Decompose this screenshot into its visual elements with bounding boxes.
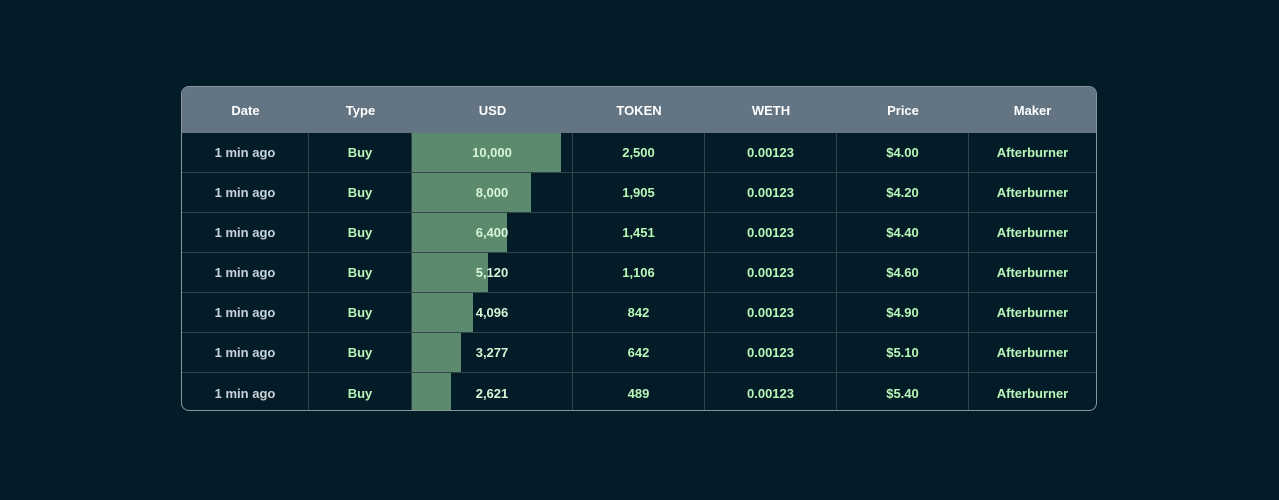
usd-cell: 3,277 bbox=[412, 333, 573, 372]
token-cell: 1,451 bbox=[573, 213, 705, 252]
usd-value: 6,400 bbox=[475, 225, 509, 240]
column-header-date[interactable]: Date bbox=[231, 102, 260, 118]
price-cell: $4.60 bbox=[837, 253, 969, 292]
column-header-price[interactable]: Price bbox=[887, 102, 919, 118]
usd-value: 3,277 bbox=[475, 345, 509, 360]
maker-cell[interactable]: Afterburner bbox=[996, 345, 1069, 360]
price-cell: $4.20 bbox=[837, 173, 969, 212]
usd-volume-bar bbox=[412, 373, 452, 410]
weth-cell: 0.00123 bbox=[705, 213, 837, 252]
price-cell: $5.40 bbox=[837, 373, 969, 410]
table-row[interactable]: 1 min ago Buy 8,000 1,905 0.00123 $4.20 Afterb… bbox=[182, 173, 1096, 213]
usd-cell: 4,096 bbox=[412, 293, 573, 332]
usd-cell: 8,000 bbox=[412, 173, 573, 212]
table-row[interactable]: 1 min ago Buy 4,096 842 0.00123 $4.90 Afterbur… bbox=[182, 293, 1096, 333]
usd-cell: 2,621 bbox=[412, 373, 573, 410]
column-header-type[interactable]: Type bbox=[345, 102, 376, 118]
table-row[interactable]: 1 min ago Buy 2,621 489 0.00123 $5.40 Afterbur… bbox=[182, 373, 1096, 410]
type-cell: Buy bbox=[309, 253, 412, 292]
token-cell: 842 bbox=[573, 293, 705, 332]
type-cell: Buy bbox=[309, 333, 412, 372]
date-cell: 1 min ago bbox=[182, 213, 309, 252]
weth-cell: 0.00123 bbox=[705, 133, 837, 172]
usd-value: 10,000 bbox=[472, 145, 512, 160]
token-cell: 1,106 bbox=[573, 253, 705, 292]
maker-cell[interactable]: Afterburner bbox=[996, 265, 1069, 280]
usd-value: 8,000 bbox=[475, 185, 509, 200]
type-cell: Buy bbox=[309, 133, 412, 172]
price-cell: $4.90 bbox=[837, 293, 969, 332]
token-cell: 489 bbox=[573, 373, 705, 410]
column-header-maker[interactable]: Maker bbox=[1013, 102, 1052, 118]
table-row[interactable]: 1 min ago Buy 10,000 2,500 0.00123 $4.00 After… bbox=[182, 133, 1096, 173]
price-cell: $4.40 bbox=[837, 213, 969, 252]
usd-value: 4,096 bbox=[475, 305, 509, 320]
usd-volume-bar bbox=[412, 333, 461, 372]
column-header-token[interactable]: TOKEN bbox=[616, 102, 662, 118]
date-cell: 1 min ago bbox=[182, 173, 309, 212]
weth-cell: 0.00123 bbox=[705, 173, 837, 212]
trades-table: Date Type USD TOKEN WETH Price Maker 1 m… bbox=[181, 86, 1097, 411]
type-cell: Buy bbox=[309, 213, 412, 252]
type-cell: Buy bbox=[309, 173, 412, 212]
table-row[interactable]: 1 min ago Buy 6,400 1,451 0.00123 $4.40 Afterb… bbox=[182, 213, 1096, 253]
column-header-usd[interactable]: USD bbox=[478, 102, 507, 118]
price-cell: $5.10 bbox=[837, 333, 969, 372]
column-header-weth[interactable]: WETH bbox=[751, 102, 791, 118]
usd-volume-bar bbox=[412, 253, 489, 292]
usd-volume-bar bbox=[412, 293, 474, 332]
date-cell: 1 min ago bbox=[182, 253, 309, 292]
usd-value: 2,621 bbox=[475, 385, 509, 401]
token-cell: 642 bbox=[573, 333, 705, 372]
maker-cell[interactable]: Afterburner bbox=[996, 385, 1069, 401]
table-row[interactable]: 1 min ago Buy 3,277 642 0.00123 $5.10 Afterbur… bbox=[182, 333, 1096, 373]
usd-volume-bar bbox=[412, 133, 562, 172]
weth-cell: 0.00123 bbox=[705, 333, 837, 372]
weth-cell: 0.00123 bbox=[705, 253, 837, 292]
usd-volume-bar bbox=[412, 173, 532, 212]
maker-cell[interactable]: Afterburner bbox=[996, 225, 1069, 240]
maker-cell[interactable]: Afterburner bbox=[996, 185, 1069, 200]
usd-cell: 5,120 bbox=[412, 253, 573, 292]
usd-volume-bar bbox=[412, 213, 508, 252]
maker-cell[interactable]: Afterburner bbox=[996, 145, 1069, 160]
weth-cell: 0.00123 bbox=[705, 293, 837, 332]
usd-value: 5,120 bbox=[475, 265, 509, 280]
table-row[interactable]: 1 min ago Buy 5,120 1,106 0.00123 $4.60 Afterb… bbox=[182, 253, 1096, 293]
weth-cell: 0.00123 bbox=[705, 373, 837, 410]
table-body: 1 min ago Buy 10,000 2,500 0.00123 $4.00 After… bbox=[182, 133, 1096, 410]
type-cell: Buy bbox=[309, 373, 412, 410]
date-cell: 1 min ago bbox=[182, 133, 309, 172]
type-cell: Buy bbox=[309, 293, 412, 332]
date-cell: 1 min ago bbox=[182, 333, 309, 372]
maker-cell[interactable]: Afterburner bbox=[996, 305, 1069, 320]
token-cell: 1,905 bbox=[573, 173, 705, 212]
usd-cell: 10,000 bbox=[412, 133, 573, 172]
usd-cell: 6,400 bbox=[412, 213, 573, 252]
table-header-row: Date Type USD TOKEN WETH Price Maker bbox=[182, 87, 1096, 133]
token-cell: 2,500 bbox=[573, 133, 705, 172]
date-cell: 1 min ago bbox=[182, 373, 309, 410]
date-cell: 1 min ago bbox=[182, 293, 309, 332]
price-cell: $4.00 bbox=[837, 133, 969, 172]
